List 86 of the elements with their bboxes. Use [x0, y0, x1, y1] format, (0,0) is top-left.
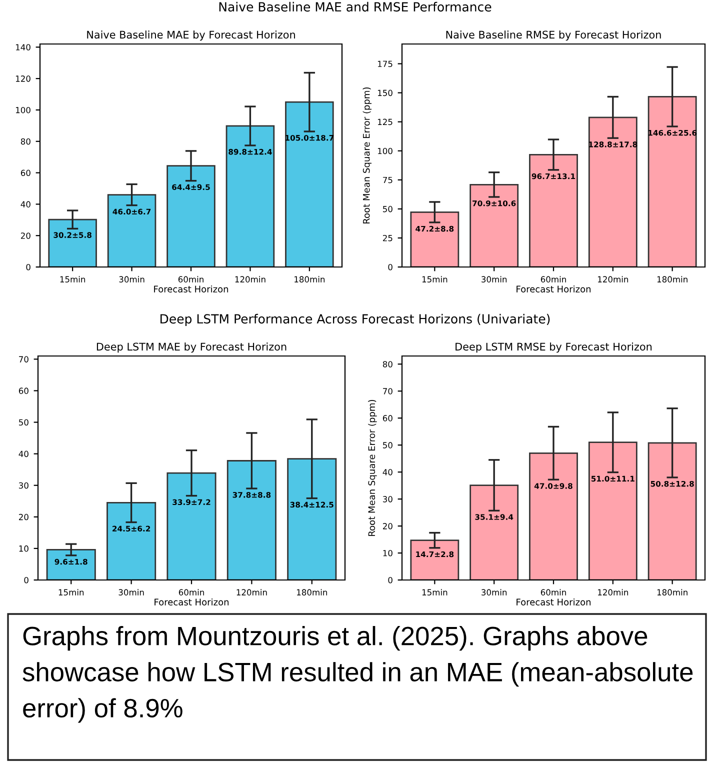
chart-title: Naive Baseline RMSE by Forecast Horizon [446, 30, 661, 41]
x-tick-label: 30min [482, 589, 507, 596]
y-tick-label: 0 [388, 576, 392, 584]
bar [46, 549, 96, 580]
y-tick-label: 70 [19, 356, 28, 362]
bar [166, 165, 216, 267]
y-tick-label: 80 [20, 138, 30, 145]
y-tick-label: 40 [18, 450, 28, 458]
y-tick-label: 40 [382, 469, 392, 476]
y-tick-label: 150 [378, 90, 392, 96]
y-tick-label: 60 [18, 388, 28, 394]
y-tick-label: 30 [19, 482, 28, 489]
y-tick-label: 10 [19, 545, 28, 552]
y-tick-label: 50 [383, 442, 392, 448]
x-axis-title: Forecast Horizon [516, 598, 591, 606]
x-tick-label: 15min [422, 276, 448, 282]
y-tick-label: 0 [388, 264, 392, 270]
x-tick-label: 180min [294, 276, 325, 282]
y-tick-label: 10 [383, 550, 392, 556]
x-tick-label: 30min [118, 589, 144, 596]
chart-title: Deep LSTM RMSE by Forecast Horizon [456, 342, 652, 353]
y-tick-label: 70 [383, 388, 392, 394]
y-tick-label: 75 [383, 176, 392, 184]
y-tick-label: 20 [20, 232, 30, 239]
bar [529, 452, 578, 580]
bar [588, 442, 638, 580]
bar [107, 194, 156, 267]
bar [226, 460, 276, 580]
y-tick-label: 0 [26, 264, 30, 270]
x-tick-label: 120min [236, 589, 267, 596]
x-tick-label: 30min [119, 276, 144, 282]
y-axis-title: Root Mean Square Error (ppm) [362, 87, 372, 224]
y-tick-label: 60 [20, 170, 30, 176]
chart-title: Naive Baseline MAE by Forecast Horizon [87, 30, 295, 41]
x-tick-label: 30min [482, 276, 507, 282]
bar [470, 184, 519, 267]
y-tick-label: 80 [382, 361, 392, 368]
y-tick-label: 50 [19, 419, 28, 426]
x-tick-label: 120min [598, 276, 628, 282]
x-tick-label: 180min [657, 589, 688, 596]
bar [106, 502, 156, 580]
bar [287, 458, 337, 580]
x-axis-title: Forecast Horizon [154, 598, 229, 606]
bar [410, 540, 460, 580]
x-tick-label: 60min [178, 589, 204, 596]
chart-title: Deep LSTM MAE by Forecast Horizon [96, 342, 286, 353]
y-tick-label: 20 [382, 523, 392, 530]
y-tick-label: 20 [18, 514, 28, 520]
x-tick-label: 60min [540, 589, 566, 596]
y-tick-label: 140 [16, 44, 30, 50]
x-tick-label: 60min [540, 276, 566, 282]
chart-subtitle: Naive Baseline MAE and RMSE Performance [219, 2, 492, 12]
y-tick-label: 0 [24, 576, 28, 584]
bar [285, 101, 334, 267]
x-tick-label: 120min [235, 276, 266, 282]
x-tick-label: 60min [178, 276, 204, 282]
x-axis-title: Forecast Horizon [516, 285, 591, 292]
y-tick-label: 60 [382, 415, 392, 422]
bar [470, 484, 519, 580]
y-tick-label: 100 [378, 148, 392, 154]
bar [588, 116, 638, 267]
chart-subtitle: Deep LSTM Performance Across Forecast Horizons (Univariate) [160, 314, 550, 326]
y-axis-title: Root Mean Square Error (ppm) [368, 400, 377, 536]
text: Graphs from Mountzouris et al. (2025). Graphs above showcase how LSTM resulted in an MAE (mean-absolute error) of 8.9% [22, 626, 693, 723]
y-tick-label: 40 [20, 201, 30, 208]
bar [648, 442, 697, 580]
y-tick-label: 175 [378, 60, 392, 68]
x-tick-label: 180min [297, 589, 327, 596]
y-tick-label: 100 [16, 106, 30, 114]
y-tick-label: 50 [383, 206, 392, 212]
x-tick-label: 180min [657, 276, 688, 282]
x-tick-label: 15min [60, 276, 86, 282]
x-tick-label: 120min [598, 589, 628, 596]
bar [410, 211, 460, 267]
y-tick-label: 125 [378, 118, 392, 126]
bar [166, 472, 216, 580]
x-tick-label: 15min [58, 589, 84, 596]
x-axis-title: Forecast Horizon [154, 285, 228, 292]
x-tick-label: 15min [422, 589, 448, 596]
bar [226, 125, 275, 267]
y-tick-label: 25 [382, 234, 392, 242]
bar [648, 96, 697, 267]
bar [529, 154, 578, 267]
y-tick-label: 30 [383, 496, 392, 502]
bar [48, 218, 97, 267]
y-tick-label: 120 [16, 76, 30, 82]
